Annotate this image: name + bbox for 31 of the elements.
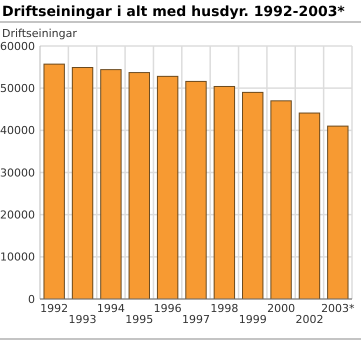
x-tick-label: 1997 [182,313,210,326]
x-tick-label: 2002 [295,313,324,326]
bar [242,92,264,300]
bar [298,112,320,300]
x-tick-label: 1994 [96,302,125,315]
bar [270,100,292,300]
x-tick-label: 1992 [40,302,68,315]
bar [185,80,207,300]
y-tick-label: 60000 [0,40,35,53]
x-tick-label: 2000 [267,302,296,315]
y-tick-label: 50000 [0,82,35,96]
chart-title: Driftseiningar i alt med husdyr. 1992-2003* [2,4,346,20]
y-tick-label: 30000 [0,166,35,180]
bar [156,76,178,300]
y-tick-label: 0 [28,292,35,306]
y-tick-label: 40000 [0,124,35,138]
x-tick-label: 2003* [321,302,356,315]
bar [72,67,94,300]
bar [100,69,122,300]
bar [214,86,236,300]
x-tick-label: 1998 [210,302,238,315]
x-tick-label: 1993 [68,313,97,326]
bar [128,72,150,300]
y-tick-label: 20000 [0,208,35,222]
bar [327,126,349,300]
y-tick-label: 10000 [0,250,35,264]
x-tick-label: 1996 [154,302,182,315]
bar [43,64,65,300]
x-tick-label: 1999 [238,313,267,326]
x-tick-label: 1995 [125,313,154,326]
y-axis-title: Driftseiningar [2,27,78,40]
